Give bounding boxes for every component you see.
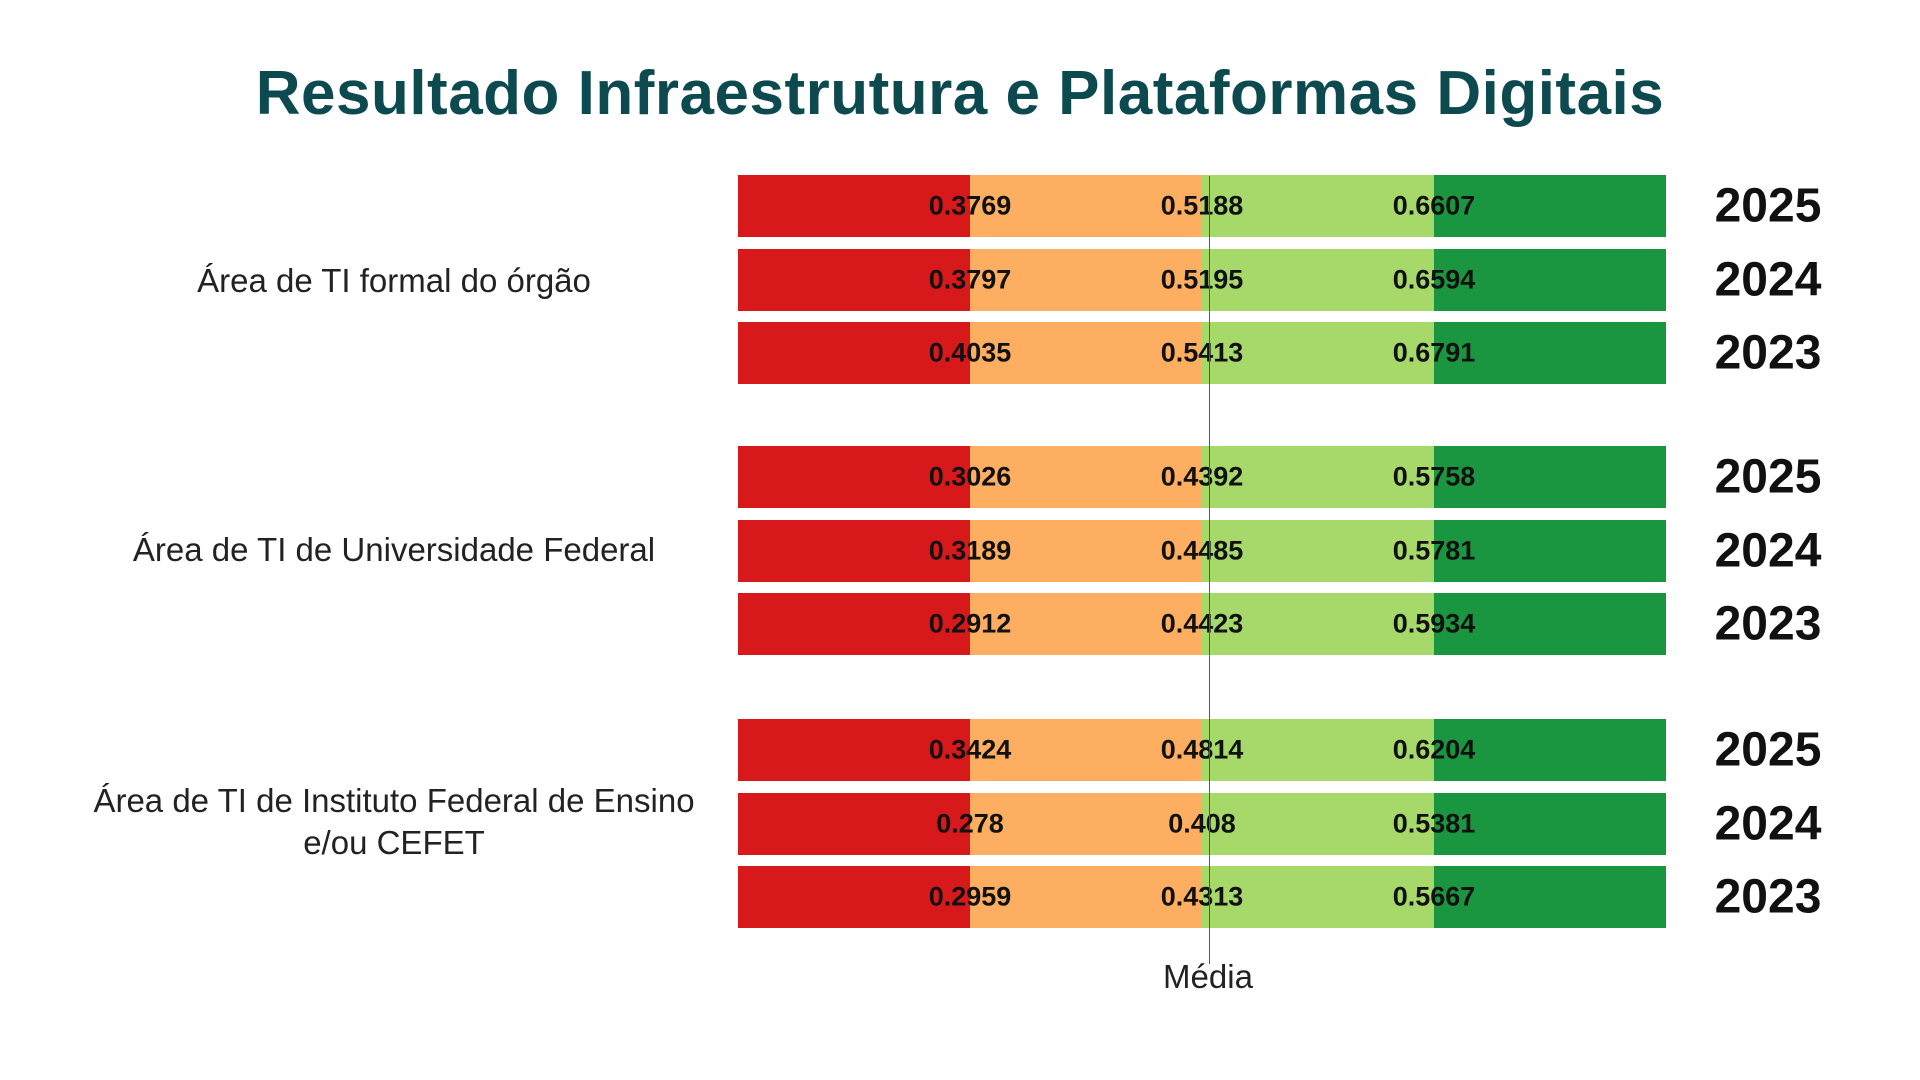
bar-row: 0.2959 0.4313 0.5667 [738,866,1666,928]
data-label: 0.3424 [928,734,1012,765]
year-label: 2025 [1714,450,1822,504]
bar-segment [1202,446,1434,508]
data-label: 0.2912 [928,608,1012,639]
data-label: 0.3769 [928,190,1012,221]
data-label: 0.4392 [1160,461,1244,492]
data-label: 0.6204 [1392,734,1476,765]
bar-segment [738,248,970,311]
year-label: 2024 [1714,253,1822,306]
group-label: Área de TI formal do órgão [197,262,591,299]
bar-segment [970,248,1202,311]
bar-segment [738,519,970,582]
bar-segment [970,175,1202,237]
bar-segment [738,866,970,928]
year-label: 2024 [1714,524,1822,577]
bar-segment [738,593,970,655]
bar-segment [1434,719,1666,781]
bar-segment [1202,175,1434,237]
data-label: 0.5195 [1160,264,1244,294]
bar-segment [1434,792,1666,855]
chart-title: Resultado Infraestrutura e Plataformas D… [255,59,1665,128]
bar-segment [1434,248,1666,311]
data-label: 0.6607 [1392,190,1476,221]
median-line [1209,176,1210,964]
data-label: 0.4313 [1160,881,1244,912]
data-label: 0.3189 [928,535,1012,565]
data-label: 0.4035 [928,337,1012,368]
bar-row: 0.3797 0.5195 0.6594 [738,248,1666,311]
data-label: 0.5188 [1160,190,1244,221]
bar-segment [1202,519,1434,582]
bar-segment [738,446,970,508]
bar-segment [738,175,970,237]
bar-segment [970,792,1202,855]
bar-segment [1434,519,1666,582]
bar-segment [738,719,970,781]
bar-segment [970,446,1202,508]
bar-row: 0.2912 0.4423 0.5934 [738,593,1666,655]
bar-row: 0.4035 0.5413 0.6791 [738,322,1666,384]
year-label: 2023 [1714,870,1822,924]
bar-segment [738,792,970,855]
group-label: Área de TI de Universidade Federal [132,531,656,568]
data-label: 0.5934 [1392,608,1476,639]
bar-segment [1434,866,1666,928]
bar-row: 0.3189 0.4485 0.5781 [738,519,1666,582]
data-label: 0.6791 [1392,337,1476,368]
year-label: 2025 [1714,723,1822,777]
bar-segment [1202,866,1434,928]
data-label: 0.5413 [1160,337,1244,368]
bar-row: 0.3026 0.4392 0.5758 [738,446,1666,508]
bar-segment [970,719,1202,781]
year-label: 2025 [1714,179,1822,233]
bar-segment [970,322,1202,384]
data-label: 0.408 [1168,808,1236,838]
data-label: 0.5381 [1392,808,1476,838]
bar-row: 0.278 0.408 0.5381 [738,792,1666,855]
bar-segment [970,593,1202,655]
data-label: 0.5781 [1392,535,1476,565]
year-label: 2023 [1714,597,1822,651]
bar-segment [1202,248,1434,311]
bar-segment [1202,322,1434,384]
bar-segment [970,866,1202,928]
bar-segment [1434,175,1666,237]
data-label: 0.4814 [1160,734,1244,765]
data-label: 0.278 [936,808,1004,838]
bar-segment [1202,719,1434,781]
median-label: Média [1163,958,1253,995]
data-label: 0.4485 [1160,535,1244,565]
data-label: 0.3797 [928,264,1012,294]
data-label: 0.2959 [928,881,1012,912]
bar-row: 0.3424 0.4814 0.6204 [738,719,1666,781]
data-label: 0.4423 [1160,608,1244,639]
bar-segment [1434,322,1666,384]
data-label: 0.5758 [1392,461,1476,492]
bar-row: 0.3769 0.5188 0.6607 [738,175,1666,237]
group-label: Área de TI de Instituto Federal de Ensin… [93,782,695,861]
bar-segment [738,322,970,384]
bar-segment [1434,446,1666,508]
bar-segment [1202,593,1434,655]
data-label: 0.5667 [1392,881,1476,912]
bar-segment [1434,593,1666,655]
bar-segment [1202,792,1434,855]
data-label: 0.6594 [1392,264,1476,294]
data-label: 0.3026 [928,461,1012,492]
year-label: 2024 [1714,797,1822,850]
year-label: 2023 [1714,326,1822,380]
bar-segment [970,519,1202,582]
